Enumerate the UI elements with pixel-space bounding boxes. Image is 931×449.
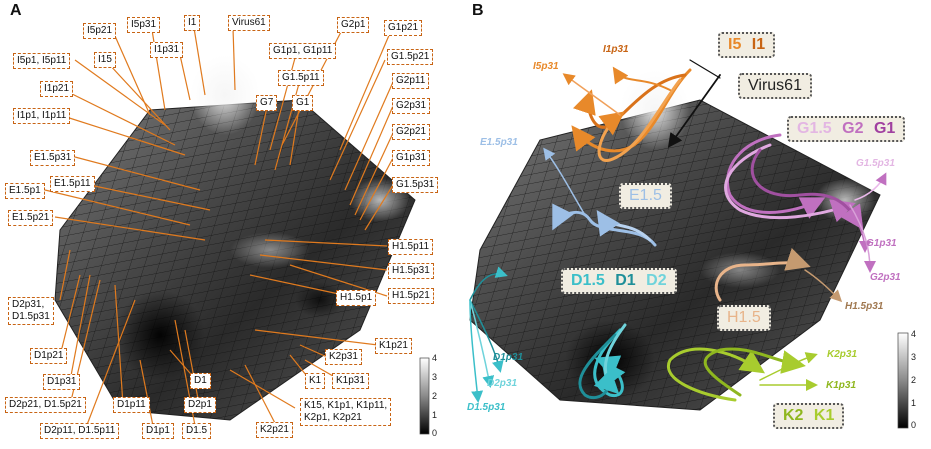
label-g2p11: G2p11 <box>392 73 430 89</box>
label-h15p11: H1.5p11 <box>388 239 434 255</box>
colorbar-b-tick-4: 4 <box>911 329 917 339</box>
panel-b-surface <box>469 70 881 411</box>
tag-i1: I1 <box>751 36 766 53</box>
label-i1p21: I1p21 <box>40 81 74 97</box>
panel-b-letter: B <box>472 2 484 19</box>
arrow-label-g2p31: G2p31 <box>870 272 901 283</box>
tag-i5: I5 <box>728 36 742 53</box>
label-e15p31: E1.5p31 <box>30 150 76 166</box>
label-g2p31: G2p31 <box>392 98 431 114</box>
label-g1p31: G1p31 <box>392 150 431 166</box>
label-i1p31: I1p31 <box>150 42 184 58</box>
arrow-label-k2p31: K2p31 <box>827 349 858 360</box>
tag-e15: E1.5 <box>619 183 672 209</box>
tag-g1: G1 <box>873 120 896 137</box>
panel-a-letter: A <box>10 2 22 19</box>
colorbar-b-tick-3: 3 <box>911 352 917 362</box>
label-g1p1-g1p11: G1p1, G1p11 <box>269 43 337 59</box>
label-i5p21: I5p21 <box>83 23 117 39</box>
label-i1: I1 <box>184 15 201 31</box>
label-virus61: Virus61 <box>228 15 270 31</box>
panel-b-trajectories <box>469 59 887 403</box>
tag-k2: K2 <box>783 407 804 424</box>
colorbar-b-tick-2: 2 <box>911 375 917 385</box>
arrow-label-d15p31: D1.5p31 <box>467 402 506 413</box>
label-d2p31-d15p31: D2p31, D1.5p31 <box>8 297 54 325</box>
label-d1: D1 <box>190 373 211 389</box>
label-d1p11: D1p11 <box>113 397 150 413</box>
label-g1: G1 <box>292 95 314 111</box>
panel-a-colorbar <box>419 357 430 435</box>
label-k2p31: K2p31 <box>325 349 362 365</box>
tag-d-group: D1.5 D1 D2 <box>561 268 677 294</box>
label-i5p1-i5p11: I5p1, I5p11 <box>13 53 71 69</box>
label-d2p11-d15p11: D2p11, D1.5p11 <box>40 423 120 439</box>
label-i1p1-i1p11: I1p1, I1p11 <box>13 108 71 124</box>
label-g15p31: G1.5p31 <box>392 177 439 193</box>
colorbar-a-tick-4: 4 <box>432 353 438 363</box>
label-k1p31: K1p31 <box>332 373 369 389</box>
tag-g2: G2 <box>842 120 864 137</box>
label-e15p1: E1.5p1 <box>5 183 45 199</box>
label-g7: G7 <box>256 95 278 111</box>
label-i5p31: I5p31 <box>127 17 161 33</box>
label-h15p21: H1.5p21 <box>388 288 434 304</box>
label-k1: K1 <box>305 373 326 389</box>
colorbar-a-tick-3: 3 <box>432 372 438 382</box>
arrow-label-d1p31: D1p31 <box>493 352 524 363</box>
label-d1p1: D1p1 <box>142 423 174 439</box>
label-d15: D1.5 <box>182 423 212 439</box>
label-d2p21-d15p21: D2p21, D1.5p21 <box>5 397 86 413</box>
arrow-label-i5p31: I5p31 <box>533 61 559 72</box>
arrow-label-e15p31: E1.5p31 <box>480 137 518 148</box>
colorbar-a-tick-0: 0 <box>432 428 438 438</box>
panel-a-surface <box>54 55 416 421</box>
tag-g-group: G1.5 G2 G1 <box>787 116 906 142</box>
tag-d2: D2 <box>646 272 667 289</box>
label-k1p21: K1p21 <box>375 338 412 354</box>
label-e15p21: E1.5p21 <box>8 210 54 226</box>
arrow-label-i1p31: I1p31 <box>603 44 629 55</box>
colorbar-b-tick-1: 1 <box>911 398 917 408</box>
label-g1p21: G1p21 <box>384 20 423 36</box>
arrow-label-h15p31: H1.5p31 <box>845 301 884 312</box>
colorbar-a-tick-2: 2 <box>432 391 438 401</box>
tag-g15: G1.5 <box>797 120 832 137</box>
tag-k1: K1 <box>813 407 835 424</box>
label-e15p11: E1.5p11 <box>50 176 95 192</box>
arrow-label-d2p31: D2p31 <box>487 378 518 389</box>
label-g15p11: G1.5p11 <box>278 70 324 86</box>
tag-i5-i1: I5 I1 <box>718 32 776 58</box>
label-k2p21: K2p21 <box>256 422 293 438</box>
label-g2p1: G2p1 <box>337 17 370 33</box>
label-d2p1: D2p1 <box>184 397 216 413</box>
arrow-label-g15p31: G1.5p31 <box>856 158 895 169</box>
arrow-label-g1p31: G1p31 <box>866 238 897 249</box>
panel-b-colorbar <box>897 332 909 429</box>
tag-k-group: K2 K1 <box>773 403 845 429</box>
label-d1p31: D1p31 <box>43 374 81 390</box>
tag-h15: H1.5 <box>717 305 771 331</box>
arrow-label-k1p31: K1p31 <box>826 380 857 391</box>
colorbar-a-tick-1: 1 <box>432 410 438 420</box>
colorbar-b-tick-0: 0 <box>911 420 917 430</box>
label-h15p31: H1.5p31 <box>388 263 434 279</box>
label-g15p21: G1.5p21 <box>387 49 434 65</box>
tag-d1: D1 <box>615 272 636 289</box>
label-h15p1: H1.5p1 <box>336 290 377 306</box>
label-g2p21: G2p21 <box>392 124 431 140</box>
tag-d15: D1.5 <box>571 272 605 289</box>
label-i15: I15 <box>94 52 116 68</box>
label-k15-k1p1-group: K15, K1p1, K1p11, K2p1, K2p21 <box>300 398 392 426</box>
tag-virus61: Virus61 <box>738 73 812 99</box>
label-d1p21: D1p21 <box>30 348 68 364</box>
